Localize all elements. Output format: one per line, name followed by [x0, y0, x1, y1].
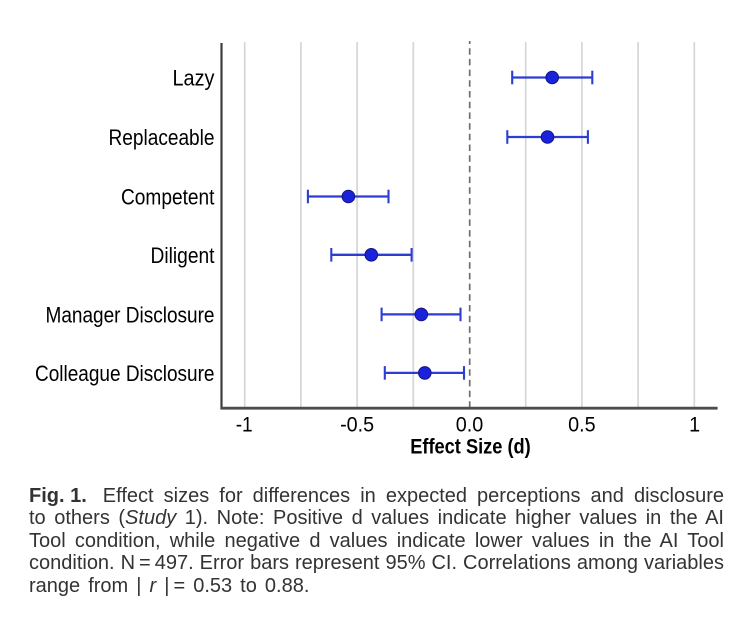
svg-text:Diligent: Diligent: [151, 243, 215, 268]
svg-text:0.0: 0.0: [456, 414, 484, 437]
svg-text:Effect Size (d): Effect Size (d): [410, 436, 531, 459]
svg-text:Manager Disclosure: Manager Disclosure: [46, 302, 215, 327]
svg-text:1: 1: [689, 414, 700, 437]
svg-text:-1: -1: [236, 414, 253, 437]
svg-text:Colleague Disclosure: Colleague Disclosure: [35, 361, 215, 386]
svg-text:Replaceable: Replaceable: [109, 125, 215, 150]
svg-text:Lazy: Lazy: [173, 66, 215, 91]
svg-text:Competent: Competent: [121, 185, 215, 210]
svg-text:0.5: 0.5: [568, 414, 596, 437]
svg-text:-0.5: -0.5: [340, 414, 374, 437]
